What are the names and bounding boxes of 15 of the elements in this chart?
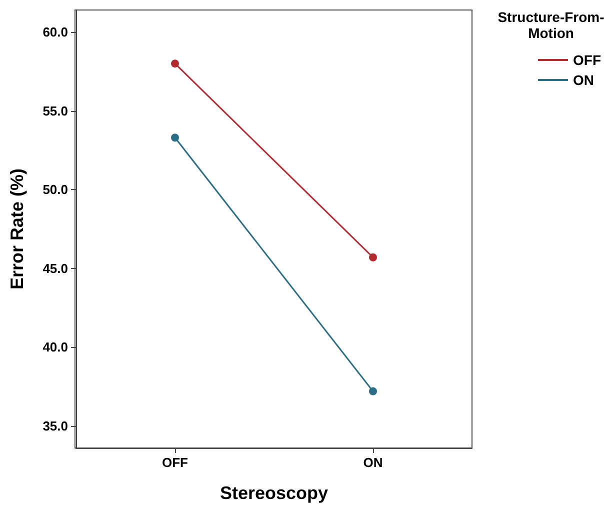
y-tick-label: 60.0 — [42, 24, 68, 40]
point — [369, 387, 377, 396]
y-axis-title: Error Rate (%) — [7, 168, 27, 290]
y-tick-label: 35.0 — [42, 418, 68, 434]
y-tick-label: 40.0 — [42, 340, 68, 355]
legend-title: Structure-From-Motion — [498, 9, 605, 41]
point — [171, 60, 179, 68]
legend-label: OFF — [573, 52, 602, 68]
point — [369, 253, 377, 262]
legend-label: ON — [573, 72, 594, 88]
y-tick-label: 55.0 — [42, 103, 68, 118]
x-axis-title: Stereoscopy — [220, 483, 328, 503]
y-tick-label: 45.0 — [42, 260, 68, 276]
y-tick-label: 50.0 — [42, 182, 68, 198]
point — [171, 134, 179, 142]
